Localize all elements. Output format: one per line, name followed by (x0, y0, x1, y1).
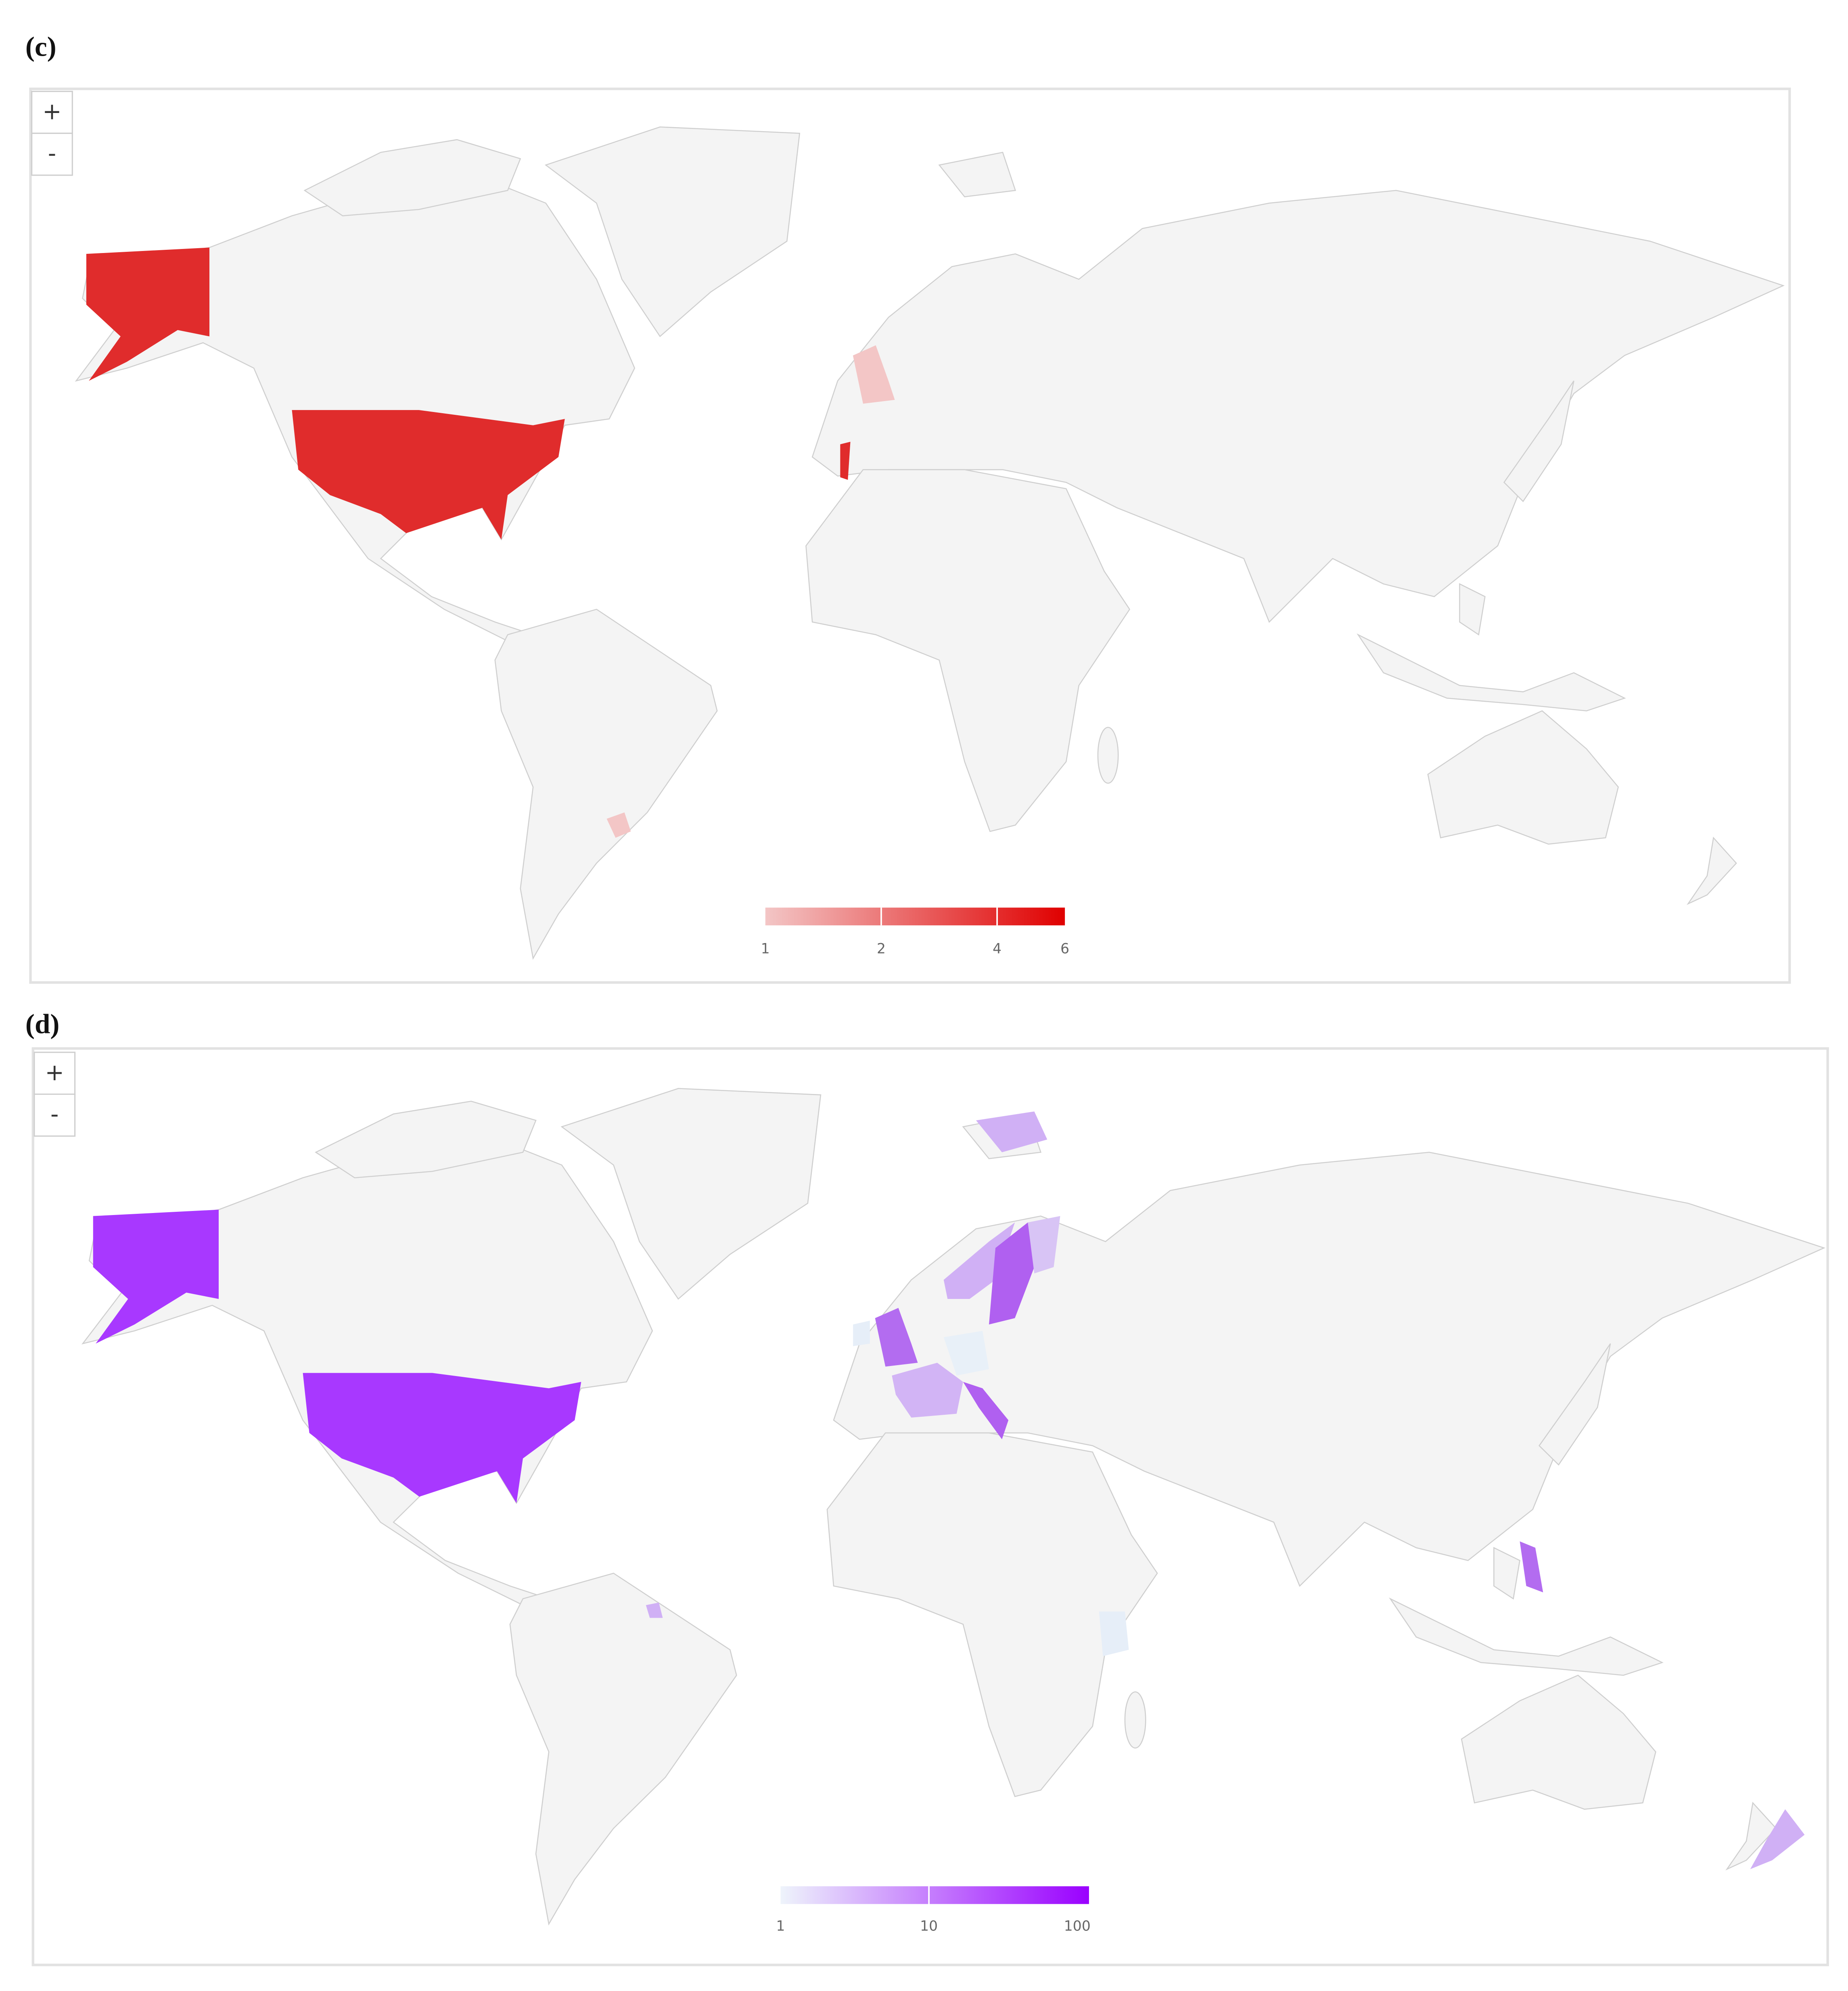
zoom-in[interactable] (33, 1052, 76, 1095)
region (303, 1373, 581, 1503)
legend-tick-label: 1 (761, 941, 770, 957)
legend: 1 10 100 (776, 1886, 1091, 1935)
region (1028, 1216, 1060, 1274)
zoom-out[interactable] (31, 132, 73, 176)
legend-tick-label: 4 (993, 941, 1001, 957)
legend-bar (780, 1886, 1089, 1904)
legend-tick-label: 100 (1064, 1918, 1091, 1935)
region (943, 1222, 1015, 1299)
zoom-in[interactable] (31, 90, 73, 134)
zoom-in-label[interactable]: + (45, 1059, 64, 1086)
world-map (75, 126, 1784, 959)
region (989, 1222, 1035, 1325)
legend-tick-label: 2 (877, 941, 886, 957)
zoom-out-label[interactable]: - (50, 1101, 59, 1128)
region (853, 345, 895, 404)
legend: 1 2 4 6 (761, 908, 1069, 957)
region (93, 1209, 219, 1344)
zoom-out[interactable] (33, 1093, 76, 1137)
panel-label: (c) (25, 31, 56, 62)
legend-bar (765, 908, 1065, 926)
region (1099, 1611, 1129, 1656)
zoom-control: + - (33, 1052, 76, 1137)
region (976, 1111, 1047, 1152)
region (86, 247, 210, 381)
region (292, 410, 565, 540)
world-map (82, 1088, 1825, 1925)
region (963, 1382, 1009, 1439)
panel-label: (d) (25, 1008, 60, 1039)
zoom-in-label[interactable]: + (42, 98, 61, 125)
region (1750, 1809, 1805, 1870)
region (840, 441, 851, 480)
region (892, 1363, 963, 1418)
region (606, 812, 631, 838)
region (875, 1308, 918, 1367)
region (1520, 1541, 1543, 1593)
zoom-out-label[interactable]: - (48, 140, 56, 167)
region (943, 1331, 989, 1376)
legend-tick-label: 10 (920, 1918, 938, 1935)
region (646, 1602, 663, 1618)
legend-tick-label: 1 (776, 1918, 785, 1935)
legend-tick-label: 6 (1060, 941, 1069, 957)
region (853, 1320, 870, 1347)
zoom-control: + - (31, 90, 73, 176)
